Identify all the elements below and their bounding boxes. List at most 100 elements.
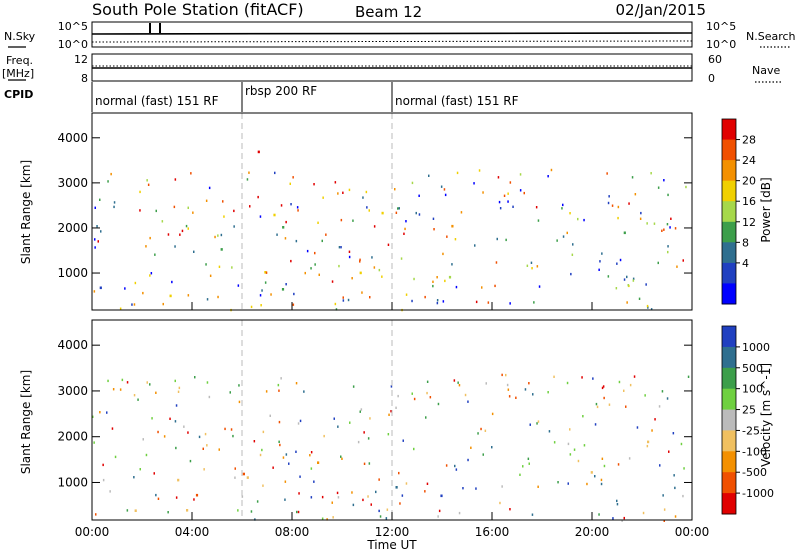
data-cell — [183, 425, 185, 428]
freq-tick-low: 8 — [81, 72, 88, 85]
data-cell — [248, 171, 250, 174]
date-label: 02/Jan/2015 — [616, 1, 707, 19]
data-cell — [538, 285, 541, 288]
data-cell — [444, 193, 447, 197]
data-cell — [617, 205, 620, 209]
data-cell — [273, 213, 276, 217]
data-cell — [195, 493, 199, 497]
data-cell — [577, 459, 580, 463]
data-cell — [667, 193, 669, 197]
data-cell — [110, 172, 112, 176]
data-cell — [218, 265, 221, 268]
data-cell — [440, 185, 443, 188]
data-cell — [177, 390, 180, 393]
data-cell — [342, 191, 344, 194]
data-cell — [451, 263, 453, 266]
data-cell — [149, 383, 151, 386]
data-cell — [657, 261, 659, 265]
noise-panel: N.Sky 10^5 10^0 10^5 10^0 N.Search — [4, 20, 796, 51]
data-cell — [562, 203, 564, 207]
data-cell — [279, 443, 281, 447]
data-cell — [512, 205, 514, 208]
colorbar-tick-label: 24 — [742, 154, 756, 167]
data-cell — [157, 430, 159, 434]
colorbar-swatch — [722, 451, 736, 473]
data-cell — [154, 253, 156, 256]
data-cell — [670, 217, 672, 220]
data-cell — [467, 458, 469, 462]
colorbar-tick-label: 28 — [742, 134, 756, 147]
data-cell — [296, 510, 298, 514]
data-cell — [333, 417, 335, 420]
data-cell — [94, 238, 96, 241]
data-cell — [442, 300, 445, 303]
data-cell — [314, 263, 316, 266]
freq-label-line2: [MHz] — [2, 67, 34, 80]
data-cell — [485, 382, 487, 385]
data-cell — [433, 228, 435, 231]
data-cell — [232, 434, 234, 438]
data-cell — [395, 211, 398, 214]
data-cell — [352, 385, 355, 388]
data-cell — [363, 462, 366, 465]
data-cell — [361, 291, 363, 294]
data-cell — [608, 195, 610, 198]
data-cell — [281, 288, 285, 291]
data-cell — [139, 468, 141, 471]
data-cell — [390, 410, 392, 413]
colorbar-swatch — [722, 493, 736, 515]
data-cell — [537, 219, 540, 222]
data-cell — [107, 379, 109, 383]
data-cell — [519, 189, 522, 192]
data-cell — [174, 420, 177, 423]
data-cell — [261, 289, 263, 292]
data-cell — [446, 235, 448, 238]
data-cell — [126, 381, 129, 384]
data-cell — [297, 422, 300, 425]
data-cell — [491, 446, 493, 449]
data-cell — [505, 373, 507, 377]
data-cell — [394, 188, 396, 191]
data-cell — [348, 188, 351, 192]
data-cell — [224, 427, 226, 431]
power-colorbar-label: Power [dB] — [759, 177, 773, 242]
data-cell — [222, 200, 224, 203]
data-cell — [205, 199, 208, 202]
data-cell — [547, 391, 549, 394]
data-cell — [250, 510, 253, 513]
data-cell — [155, 493, 157, 497]
data-cell — [598, 268, 600, 271]
data-cell — [501, 373, 503, 377]
data-cell — [359, 260, 361, 263]
y-tick-label: 3000 — [57, 176, 88, 190]
colorbar-tick-label: 1000 — [742, 341, 770, 354]
data-cell — [292, 303, 295, 306]
cpid-panel: CPID normal (fast) 151 RF rbsp 200 RF norm… — [4, 82, 519, 112]
data-cell — [94, 246, 96, 249]
data-cell — [600, 482, 603, 486]
data-cell — [175, 404, 178, 407]
data-cell — [297, 209, 299, 212]
noise-tick-left-high: 10^5 — [58, 20, 88, 33]
x-tick-label: 04:00 — [175, 525, 210, 539]
data-cell — [529, 423, 531, 426]
data-cell — [577, 217, 579, 221]
data-cell — [653, 222, 656, 225]
data-cell — [586, 482, 588, 486]
x-tick-label: 16:00 — [475, 525, 510, 539]
colorbar-tick-label: 8 — [742, 236, 749, 249]
data-cell — [365, 190, 368, 194]
data-cell — [642, 511, 645, 515]
data-cell — [619, 258, 622, 262]
colorbar-tick-label: 20 — [742, 175, 756, 188]
data-cell — [515, 396, 517, 399]
data-cell — [332, 516, 334, 519]
data-cell — [111, 427, 114, 430]
data-cell — [375, 490, 377, 494]
cpid-segment-label: normal (fast) 151 RF — [395, 94, 519, 108]
data-cell — [205, 263, 207, 266]
y-tick-label: 2000 — [57, 430, 88, 444]
data-cell — [403, 232, 405, 235]
data-cell — [162, 302, 164, 306]
data-cell — [206, 298, 209, 301]
